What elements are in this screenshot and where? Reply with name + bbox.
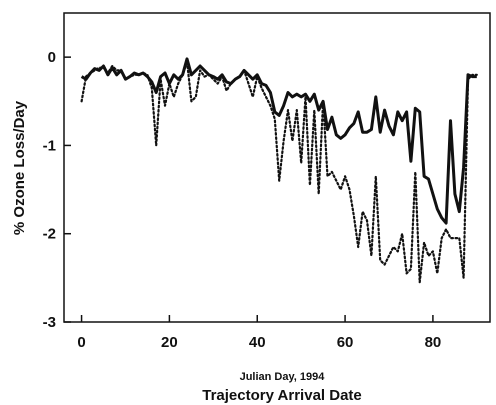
series-layer: [80, 57, 478, 284]
y-axis-ticks: 0 -1 -2 -3: [43, 49, 71, 331]
y-tick-label: -3: [43, 314, 56, 331]
x-axis-label: Trajectory Arrival Date: [202, 387, 362, 404]
x-tick-label: 80: [425, 334, 442, 351]
y-axis-label: % Ozone Loss/Day: [11, 100, 28, 235]
x-tick-label: 20: [161, 334, 178, 351]
x-tick-label: 60: [337, 334, 354, 351]
series-line-dotted: [80, 60, 478, 284]
plot-frame: [63, 12, 491, 323]
y-tick-label: -1: [43, 137, 56, 154]
x-tick-label: 0: [77, 334, 85, 351]
series-line-solid: [80, 57, 477, 225]
x-axis-ticks: 0 20 40 60 80: [77, 315, 441, 351]
y-tick-label: 0: [48, 49, 56, 66]
y-tick-label: -2: [43, 226, 56, 243]
x-axis-secondary-label: Julian Day, 1994: [240, 371, 326, 383]
x-tick-label: 40: [249, 334, 266, 351]
